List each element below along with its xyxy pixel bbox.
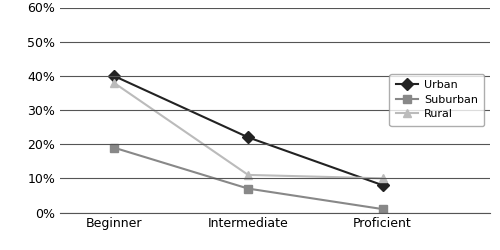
Legend: Urban, Suburban, Rural: Urban, Suburban, Rural [390,74,484,126]
Urban [245,136,251,139]
Suburban [111,146,117,149]
Suburban [245,187,251,190]
Urban [380,184,386,187]
Line: Urban: Urban [110,72,386,189]
Urban [111,74,117,77]
Rural [111,81,117,84]
Rural [245,174,251,176]
Suburban [380,208,386,210]
Line: Rural: Rural [110,78,386,182]
Rural [380,177,386,180]
Line: Suburban: Suburban [110,144,386,213]
